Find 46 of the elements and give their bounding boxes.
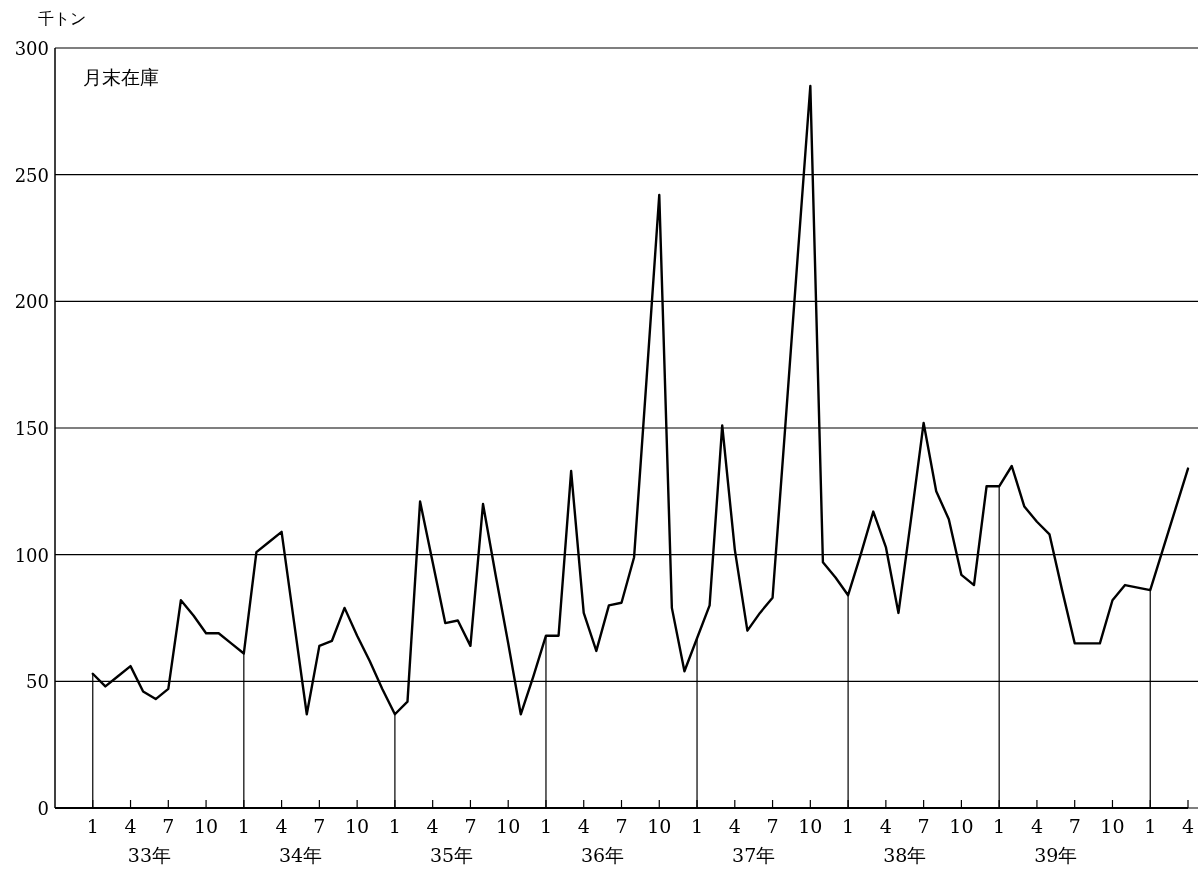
text: 36年	[581, 844, 625, 866]
x-tick-label: 10	[647, 815, 672, 837]
text: 月末在庫	[83, 66, 159, 88]
x-tick-label: 4	[275, 815, 288, 837]
x-tick-label: 1	[1144, 815, 1157, 837]
x-tick-label: 4	[426, 815, 439, 837]
y-axis-title: 千トン	[38, 9, 86, 28]
x-tick-label: 1	[539, 815, 553, 837]
text: 35年	[429, 844, 474, 866]
x-tick-label: 1	[388, 815, 401, 837]
x-tick-label: 7	[615, 815, 628, 837]
x-tick-label: 4	[728, 815, 741, 837]
text: 33年	[127, 844, 172, 866]
y-tick-label: 300	[14, 38, 49, 59]
text: 34年	[278, 844, 323, 866]
x-tick-label: 7	[766, 815, 779, 837]
x-tick-label: 1	[237, 815, 250, 837]
x-tick-label: 10	[949, 815, 974, 837]
y-tick-label: 100	[14, 544, 49, 566]
x-tick-label: 10	[345, 815, 370, 837]
x-tick-label: 1	[86, 815, 99, 837]
x-tick-label: 1	[690, 815, 704, 837]
x-tick-label: 4	[1030, 815, 1043, 837]
x-tick-label: 10	[496, 815, 521, 837]
y-tick-label: 200	[14, 291, 49, 313]
x-tick-label: 10	[1100, 815, 1125, 837]
text: 39年	[1034, 844, 1078, 866]
x-tick-label: 7	[313, 815, 326, 837]
x-tick-label: 7	[1068, 815, 1081, 837]
y-tick-label: 150	[14, 418, 49, 439]
y-tick-label: 0	[37, 798, 49, 819]
x-tick-label: 10	[798, 815, 823, 837]
y-tick-label: 250	[14, 164, 49, 186]
y-tick-label: 50	[26, 671, 49, 693]
x-tick-label: 4	[879, 815, 892, 837]
text: 38年	[883, 844, 927, 866]
x-tick-label: 1	[842, 815, 855, 837]
x-tick-label: 7	[464, 815, 477, 837]
text: 37年	[732, 844, 776, 866]
x-tick-label: 7	[917, 815, 930, 837]
x-tick-label: 4	[577, 815, 590, 837]
x-tick-label: 1	[993, 815, 1006, 837]
x-tick-label: 4	[1181, 815, 1195, 837]
x-tick-label: 4	[124, 815, 137, 837]
x-tick-label: 10	[193, 815, 219, 837]
x-tick-label: 7	[162, 815, 175, 837]
